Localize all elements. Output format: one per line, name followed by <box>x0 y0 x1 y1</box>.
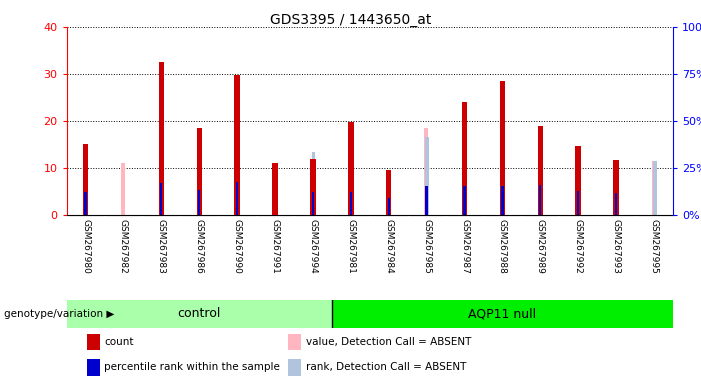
Bar <box>311 161 314 215</box>
Bar <box>576 146 581 215</box>
Bar <box>386 170 391 215</box>
Text: GSM267988: GSM267988 <box>498 219 507 274</box>
Bar <box>86 334 100 350</box>
Text: percentile rank within the sample: percentile rank within the sample <box>104 362 280 372</box>
Text: GSM267987: GSM267987 <box>460 219 469 274</box>
Bar <box>500 81 505 215</box>
Text: rank, Detection Call = ABSENT: rank, Detection Call = ABSENT <box>306 362 466 372</box>
Bar <box>463 186 465 215</box>
Bar <box>388 198 390 215</box>
Bar <box>577 190 579 215</box>
Text: GSM267982: GSM267982 <box>119 219 128 274</box>
Text: GSM267983: GSM267983 <box>157 219 166 274</box>
Bar <box>311 159 315 215</box>
Bar <box>234 75 240 215</box>
Text: genotype/variation ▶: genotype/variation ▶ <box>4 309 114 319</box>
Text: GSM267994: GSM267994 <box>308 219 318 274</box>
Text: count: count <box>104 337 134 347</box>
Bar <box>501 186 503 215</box>
Bar <box>83 144 88 215</box>
Bar <box>653 161 657 215</box>
Text: control: control <box>177 308 221 320</box>
Text: GSM267992: GSM267992 <box>573 219 583 274</box>
Bar <box>350 192 352 215</box>
Bar <box>272 163 278 215</box>
Text: value, Detection Call = ABSENT: value, Detection Call = ABSENT <box>306 337 471 347</box>
Text: GSM267990: GSM267990 <box>233 219 242 274</box>
Text: AQP11 null: AQP11 null <box>468 308 536 320</box>
Bar <box>198 190 200 215</box>
Bar <box>121 163 125 215</box>
Bar <box>615 194 618 215</box>
Bar <box>196 128 202 215</box>
Bar <box>538 126 543 215</box>
Bar <box>462 102 468 215</box>
Text: GSM267981: GSM267981 <box>346 219 355 274</box>
Bar <box>288 359 301 376</box>
Text: GSM267986: GSM267986 <box>195 219 204 274</box>
Text: GSM267995: GSM267995 <box>650 219 658 274</box>
Bar <box>332 300 673 328</box>
Bar <box>613 159 619 215</box>
Bar <box>312 152 315 215</box>
Bar <box>539 185 541 215</box>
Text: GSM267984: GSM267984 <box>384 219 393 274</box>
Bar <box>348 122 353 215</box>
Text: GSM267980: GSM267980 <box>81 219 90 274</box>
Bar <box>86 359 100 376</box>
Bar <box>651 161 655 215</box>
Bar <box>158 62 164 215</box>
Text: GSM267989: GSM267989 <box>536 219 545 274</box>
Bar <box>424 128 428 215</box>
Bar <box>426 137 429 215</box>
Text: GDS3395 / 1443650_at: GDS3395 / 1443650_at <box>270 13 431 27</box>
Bar <box>67 300 332 328</box>
Bar <box>426 186 428 215</box>
Bar <box>312 192 314 215</box>
Text: GSM267985: GSM267985 <box>422 219 431 274</box>
Text: GSM267991: GSM267991 <box>271 219 280 274</box>
Bar <box>84 192 87 215</box>
Text: GSM267993: GSM267993 <box>611 219 620 274</box>
Bar <box>236 182 238 215</box>
Bar <box>161 183 163 215</box>
Bar <box>288 334 301 350</box>
